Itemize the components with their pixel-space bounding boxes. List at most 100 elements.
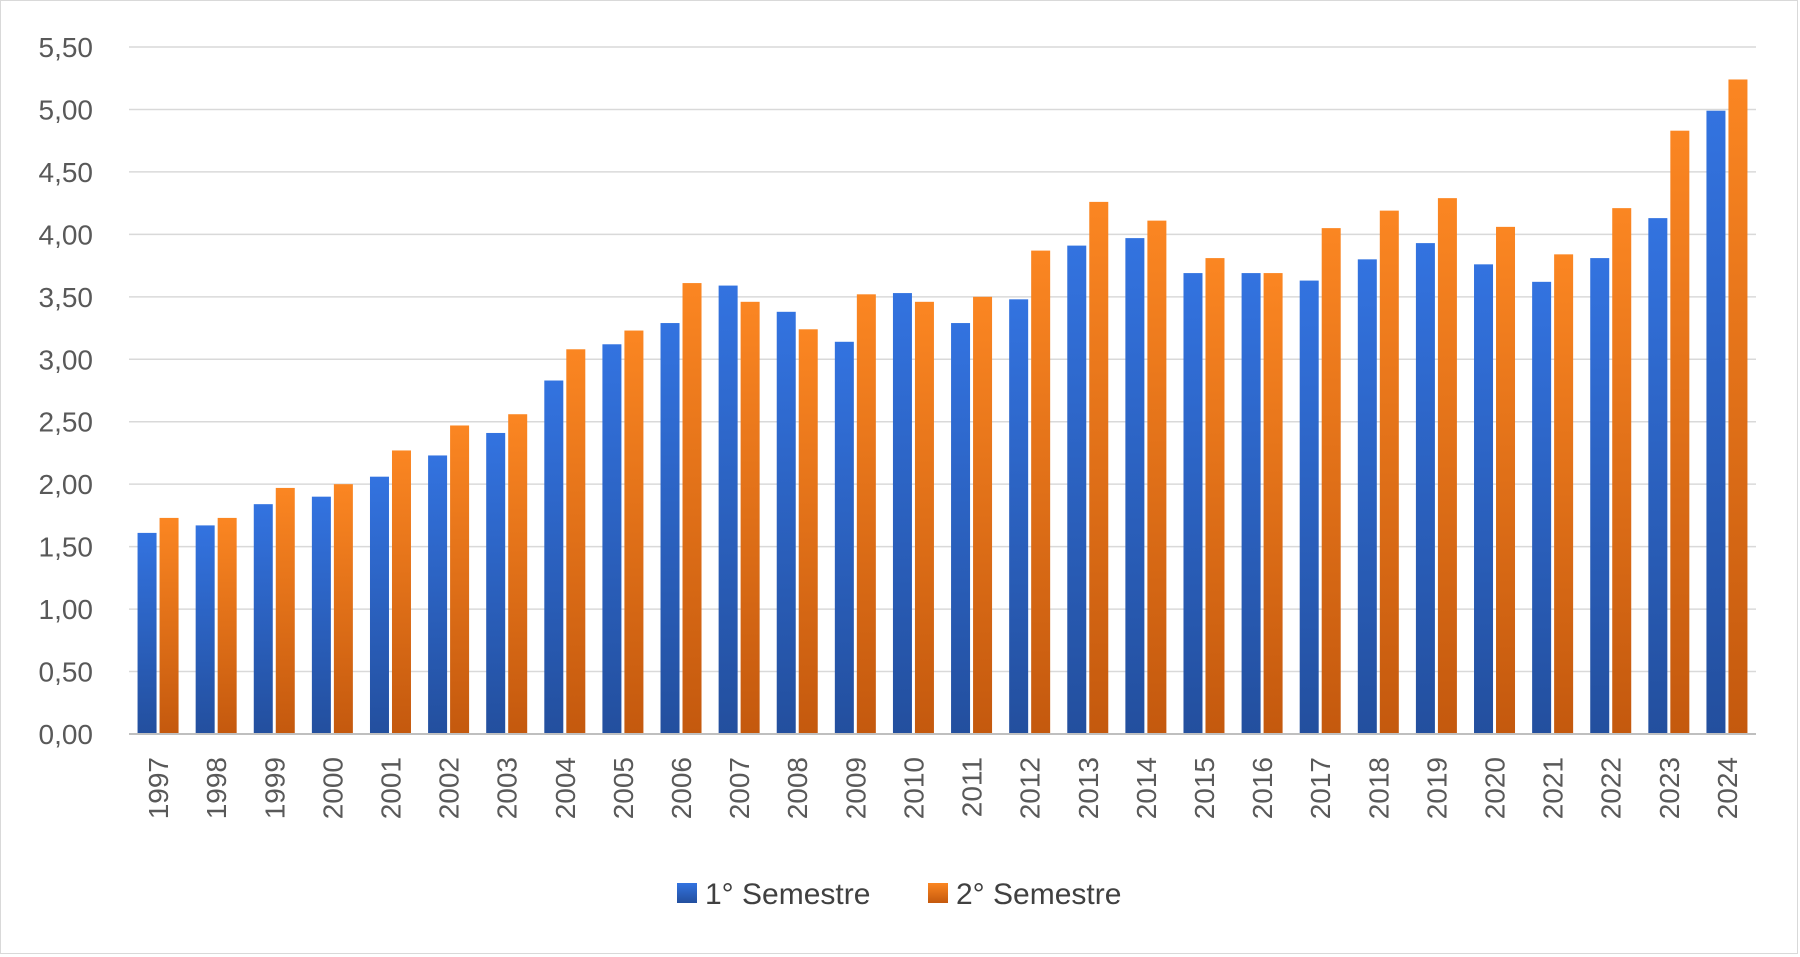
- bar-semestre-2-2003: [508, 414, 528, 734]
- x-tick-label: 2010: [898, 757, 929, 819]
- bar-semestre-1-2011: [951, 323, 971, 734]
- y-tick-label: 4,50: [39, 157, 94, 188]
- x-tick-label: 2015: [1189, 757, 1220, 819]
- bar-semestre-2-2012: [1031, 250, 1051, 735]
- bar-semestre-2-2020: [1496, 226, 1516, 735]
- x-axis-tick-labels: 1997 1998 1999 2000 2001 2002 2003 2004 2005 2006…: [143, 757, 1743, 819]
- y-tick-label: 5,00: [39, 94, 94, 125]
- bar-semestre-1-2010: [892, 293, 912, 734]
- bar-semestre-1-2022: [1590, 258, 1610, 734]
- x-tick-label: 2000: [317, 757, 348, 819]
- x-tick-label: 1997: [143, 757, 174, 819]
- bar-semestre-1-2015: [1183, 273, 1203, 734]
- x-tick-label: 2006: [666, 757, 697, 819]
- x-tick-label: 2023: [1654, 757, 1685, 819]
- y-tick-label: 0,50: [39, 657, 94, 688]
- y-tick-label: 2,00: [39, 469, 94, 500]
- bar-semestre-1-2001: [369, 476, 389, 734]
- bar-semestre-2-1999: [275, 487, 295, 734]
- bar-semestre-1-2020: [1474, 264, 1494, 734]
- bars: [137, 79, 1748, 735]
- bar-semestre-2-2009: [856, 294, 876, 734]
- legend-item-semestre-1: 1° Semestre: [677, 878, 870, 911]
- bar-semestre-2-2005: [624, 330, 644, 734]
- bar-semestre-1-2004: [544, 380, 564, 734]
- x-tick-label: 2022: [1596, 757, 1627, 819]
- bar-semestre-2-1998: [217, 517, 237, 734]
- bar-semestre-1-2013: [1067, 245, 1087, 734]
- bar-semestre-1-2019: [1415, 243, 1435, 734]
- bar-semestre-1-2018: [1357, 259, 1377, 734]
- bar-semestre-2-2018: [1379, 210, 1399, 734]
- x-tick-label: 2004: [550, 757, 581, 819]
- legend-label: 1° Semestre: [705, 878, 870, 911]
- bar-semestre-2-2008: [798, 329, 818, 734]
- legend-item-semestre-2: 2° Semestre: [928, 878, 1121, 911]
- x-tick-label: 1998: [201, 757, 232, 819]
- bar-semestre-2-2004: [566, 349, 586, 734]
- bar-semestre-1-2017: [1299, 280, 1319, 734]
- x-tick-label: 2020: [1480, 757, 1511, 819]
- bar-semestre-2-2021: [1554, 254, 1574, 734]
- x-tick-label: 2018: [1363, 757, 1394, 819]
- bar-semestre-2-2019: [1437, 198, 1457, 734]
- y-tick-label: 3,50: [39, 282, 94, 313]
- y-axis-tick-labels: 0,00 0,50 1,00 1,50 2,00 2,50 3,00 3,50 4,00 4,50…: [39, 32, 94, 750]
- bar-semestre-2-2007: [740, 301, 760, 734]
- x-tick-label: 2003: [492, 757, 523, 819]
- bar-semestre-2-2006: [682, 283, 702, 734]
- y-tick-label: 0,00: [39, 719, 94, 750]
- bar-semestre-2-2000: [333, 484, 353, 734]
- y-tick-label: 1,50: [39, 532, 94, 563]
- y-tick-label: 5,50: [39, 32, 94, 63]
- x-tick-label: 2019: [1421, 757, 1452, 819]
- bar-semestre-1-2009: [834, 341, 854, 734]
- x-tick-label: 2013: [1073, 757, 1104, 819]
- bar-semestre-1-1999: [253, 504, 273, 734]
- bar-semestre-2-2002: [450, 425, 470, 734]
- bar-semestre-1-2023: [1648, 218, 1668, 734]
- x-tick-label: 2008: [782, 757, 813, 819]
- bar-semestre-1-2002: [428, 455, 448, 734]
- bar-semestre-1-2014: [1125, 238, 1145, 735]
- x-tick-label: 2012: [1015, 757, 1046, 819]
- bar-semestre-2-2023: [1670, 130, 1690, 734]
- x-tick-label: 2002: [434, 757, 465, 819]
- bar-semestre-2-2014: [1147, 220, 1167, 734]
- bar-semestre-2-2001: [391, 450, 411, 734]
- bar-semestre-2-2017: [1321, 228, 1341, 735]
- bar-semestre-1-2003: [486, 432, 506, 734]
- bar-semestre-1-2000: [311, 496, 331, 734]
- y-tick-label: 1,00: [39, 594, 94, 625]
- x-tick-label: 2014: [1131, 757, 1162, 819]
- x-tick-label: 2024: [1712, 757, 1743, 819]
- bar-semestre-1-2024: [1706, 110, 1726, 735]
- bar-semestre-1-2005: [602, 344, 622, 734]
- x-tick-label: 2007: [724, 757, 755, 819]
- y-tick-label: 3,00: [39, 344, 94, 375]
- bar-semestre-1-2021: [1532, 281, 1552, 734]
- legend-label: 2° Semestre: [956, 878, 1121, 911]
- x-tick-label: 2009: [840, 757, 871, 819]
- y-tick-label: 2,50: [39, 407, 94, 438]
- legend-swatch: [677, 883, 697, 903]
- legend-swatch: [928, 883, 948, 903]
- x-tick-label: 2011: [957, 757, 988, 817]
- bar-semestre-2-2010: [914, 301, 934, 734]
- bar-semestre-1-2008: [776, 311, 796, 734]
- x-tick-label: 1999: [259, 757, 290, 819]
- x-tick-label: 2016: [1247, 757, 1278, 819]
- x-tick-label: 2017: [1305, 757, 1336, 819]
- bar-semestre-1-1998: [195, 525, 215, 734]
- bar-semestre-2-1997: [159, 517, 179, 734]
- bar-semestre-2-2016: [1263, 273, 1283, 734]
- y-tick-label: 4,00: [39, 219, 94, 250]
- bar-semestre-1-2007: [718, 285, 738, 734]
- bar-semestre-1-2012: [1009, 299, 1029, 734]
- bar-semestre-2-2022: [1612, 208, 1632, 735]
- bar-semestre-2-2024: [1728, 79, 1748, 734]
- bar-semestre-2-2011: [973, 296, 993, 734]
- bar-semestre-2-2015: [1205, 258, 1225, 734]
